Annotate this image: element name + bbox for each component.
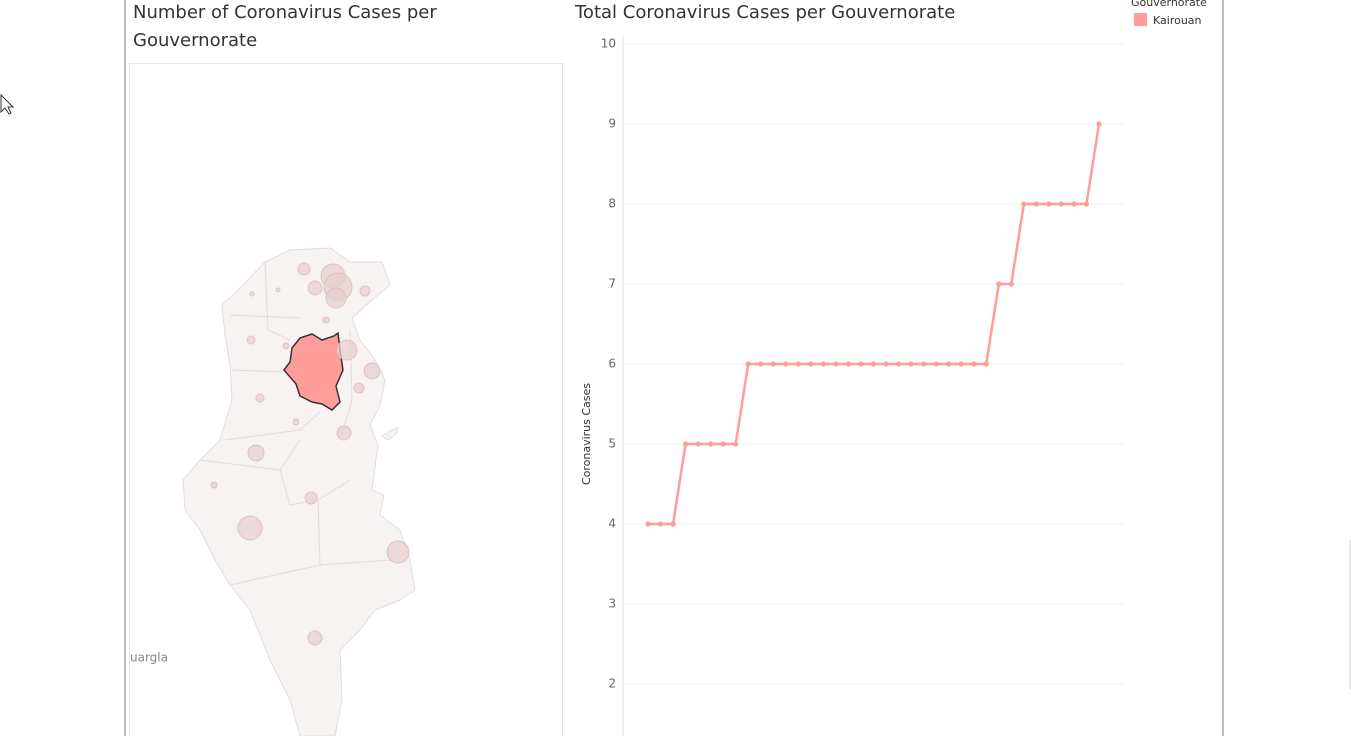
data-point [996, 281, 1002, 287]
legend-label: Kairouan [1153, 14, 1202, 27]
data-point [682, 441, 689, 447]
legend-swatch [1134, 13, 1147, 26]
chart-title: Total Coronavirus Cases per Gouvernorate [574, 2, 955, 23]
data-point [1008, 281, 1014, 287]
y-axis-label: Coronavirus Cases [580, 383, 593, 485]
data-point [695, 441, 701, 447]
data-point [908, 361, 914, 367]
data-point [883, 361, 889, 367]
data-point [1071, 201, 1077, 207]
data-point [858, 361, 864, 367]
data-point [845, 361, 852, 367]
data-point [921, 361, 927, 367]
data-point [795, 361, 801, 367]
data-point [820, 361, 826, 367]
case-bubbles [210, 262, 410, 646]
data-point [833, 361, 839, 367]
data-point [1033, 201, 1039, 207]
data-point [1058, 201, 1065, 207]
data-point [983, 361, 989, 367]
djerba [381, 427, 399, 441]
data-point [1046, 201, 1052, 207]
data-point [808, 361, 814, 367]
data-point [657, 521, 664, 527]
y-tick-label: 2 [608, 677, 616, 691]
data-point [1096, 121, 1102, 127]
data-point [770, 361, 776, 367]
map: uargla [130, 247, 416, 736]
data-point [720, 441, 726, 447]
data-point [645, 521, 651, 527]
data-point [783, 361, 789, 367]
data-point [895, 361, 902, 367]
y-tick-label: 7 [608, 277, 616, 291]
map-title: Number of Coronavirus Cases per Gouvernor… [133, 2, 437, 51]
data-point [745, 361, 751, 367]
data-point [958, 361, 964, 367]
y-tick-label: 6 [608, 357, 616, 371]
y-tick-label: 9 [608, 117, 616, 131]
data-point [1021, 201, 1027, 207]
borders [199, 261, 391, 586]
data-point [933, 361, 939, 367]
data-point [670, 521, 676, 527]
cursor [0, 93, 15, 115]
y-tick-label: 3 [608, 597, 616, 611]
y-tick-label: 5 [608, 437, 616, 451]
y-tick-label: 10 [601, 37, 616, 51]
data-point [971, 361, 977, 367]
data-point [708, 441, 714, 447]
plot: 2 3 4 5 6 7 8 9 10 [601, 36, 1123, 736]
kairouan-region[interactable] [283, 331, 344, 411]
y-tick-label: 8 [608, 197, 616, 211]
data-point [870, 361, 877, 367]
data-point [946, 361, 952, 367]
data-point [733, 441, 739, 447]
place-label: uargla [130, 651, 168, 665]
data-point [758, 361, 764, 367]
data-point [1083, 201, 1090, 207]
y-tick-label: 4 [608, 517, 616, 531]
series-line [648, 123, 1101, 526]
legend-title: Gouvernorate [1131, 0, 1207, 9]
